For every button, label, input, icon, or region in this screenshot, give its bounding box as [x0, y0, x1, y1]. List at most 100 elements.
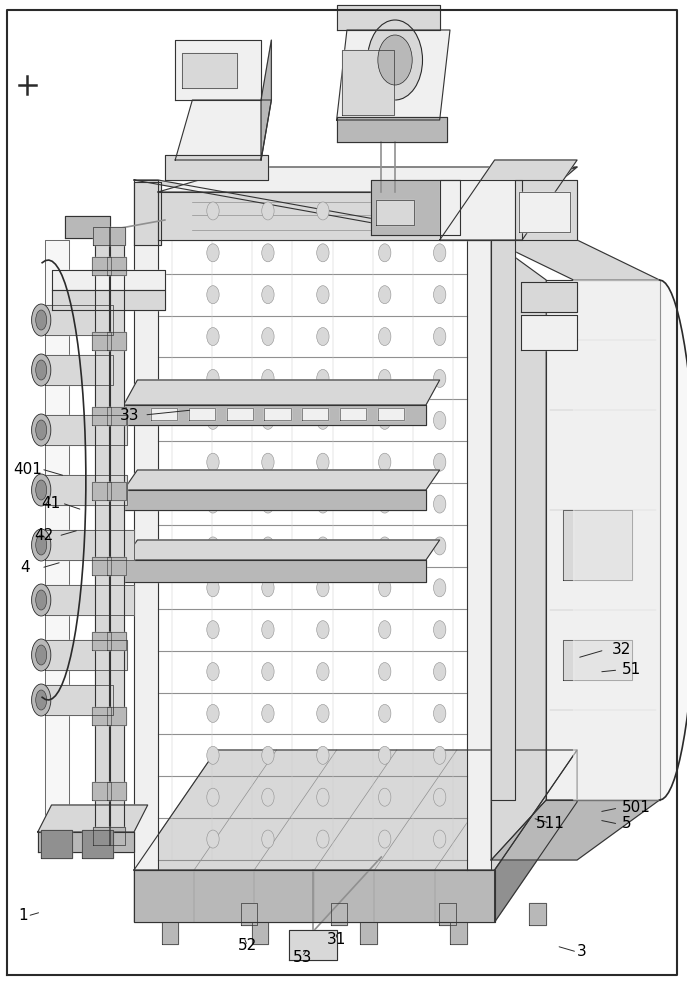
Ellipse shape [379, 202, 391, 220]
Polygon shape [52, 270, 165, 290]
Polygon shape [124, 405, 426, 425]
Polygon shape [151, 408, 177, 420]
Ellipse shape [207, 663, 219, 681]
Ellipse shape [262, 286, 274, 304]
Ellipse shape [262, 453, 274, 471]
Polygon shape [92, 407, 111, 425]
Polygon shape [45, 240, 69, 832]
Ellipse shape [207, 830, 219, 848]
Ellipse shape [262, 495, 274, 513]
Polygon shape [124, 470, 440, 490]
Ellipse shape [379, 328, 391, 346]
Ellipse shape [207, 537, 219, 555]
Ellipse shape [32, 639, 51, 671]
Polygon shape [175, 40, 261, 100]
Polygon shape [107, 407, 126, 425]
Polygon shape [360, 922, 376, 944]
Text: 32: 32 [611, 643, 631, 658]
Polygon shape [92, 257, 111, 275]
Ellipse shape [379, 411, 391, 429]
Polygon shape [491, 240, 546, 860]
Polygon shape [45, 685, 113, 715]
Ellipse shape [207, 328, 219, 346]
Polygon shape [93, 827, 110, 845]
Polygon shape [240, 903, 257, 925]
Polygon shape [165, 155, 268, 180]
Ellipse shape [262, 788, 274, 806]
Ellipse shape [32, 304, 51, 336]
Polygon shape [38, 832, 134, 852]
Polygon shape [109, 227, 125, 245]
Polygon shape [337, 117, 447, 142]
Ellipse shape [317, 369, 329, 387]
Polygon shape [45, 305, 113, 335]
Polygon shape [378, 408, 404, 420]
Ellipse shape [317, 495, 329, 513]
Text: 1: 1 [18, 909, 27, 924]
Polygon shape [302, 408, 328, 420]
Ellipse shape [262, 328, 274, 346]
Ellipse shape [262, 202, 274, 220]
Polygon shape [52, 290, 165, 310]
Ellipse shape [433, 579, 446, 597]
Ellipse shape [32, 414, 51, 446]
Polygon shape [252, 922, 269, 944]
Polygon shape [574, 280, 687, 800]
Ellipse shape [317, 537, 329, 555]
Ellipse shape [433, 788, 446, 806]
Polygon shape [491, 800, 660, 860]
Ellipse shape [207, 704, 219, 722]
Polygon shape [38, 805, 148, 832]
Polygon shape [45, 585, 134, 615]
Polygon shape [92, 782, 111, 800]
Polygon shape [109, 827, 125, 845]
Ellipse shape [32, 474, 51, 506]
Polygon shape [124, 380, 440, 405]
Ellipse shape [262, 369, 274, 387]
Ellipse shape [36, 535, 47, 555]
Ellipse shape [207, 286, 219, 304]
Text: 3: 3 [577, 944, 587, 959]
Polygon shape [45, 530, 134, 560]
Polygon shape [519, 192, 570, 232]
Ellipse shape [317, 411, 329, 429]
Ellipse shape [262, 830, 274, 848]
Ellipse shape [32, 584, 51, 616]
Polygon shape [45, 415, 127, 445]
Text: 51: 51 [622, 663, 641, 678]
Ellipse shape [433, 663, 446, 681]
Polygon shape [546, 280, 660, 800]
Polygon shape [107, 782, 126, 800]
Polygon shape [515, 180, 577, 240]
Polygon shape [134, 180, 491, 240]
Polygon shape [491, 240, 515, 800]
Ellipse shape [379, 537, 391, 555]
Polygon shape [124, 560, 426, 582]
Polygon shape [376, 200, 414, 225]
Ellipse shape [207, 495, 219, 513]
Ellipse shape [207, 411, 219, 429]
Polygon shape [107, 332, 126, 350]
Ellipse shape [207, 788, 219, 806]
Ellipse shape [36, 360, 47, 380]
Ellipse shape [207, 621, 219, 639]
Ellipse shape [207, 244, 219, 262]
Polygon shape [124, 540, 440, 560]
Ellipse shape [379, 286, 391, 304]
Ellipse shape [36, 420, 47, 440]
Ellipse shape [32, 529, 51, 561]
Polygon shape [92, 707, 111, 725]
Ellipse shape [433, 286, 446, 304]
Polygon shape [95, 240, 109, 840]
Polygon shape [92, 482, 111, 500]
Ellipse shape [379, 621, 391, 639]
Ellipse shape [379, 663, 391, 681]
Ellipse shape [379, 495, 391, 513]
Polygon shape [563, 510, 632, 580]
Ellipse shape [207, 369, 219, 387]
Polygon shape [495, 750, 577, 922]
Polygon shape [158, 167, 577, 192]
Polygon shape [41, 830, 72, 858]
Text: 501: 501 [622, 800, 651, 816]
Polygon shape [264, 408, 291, 420]
